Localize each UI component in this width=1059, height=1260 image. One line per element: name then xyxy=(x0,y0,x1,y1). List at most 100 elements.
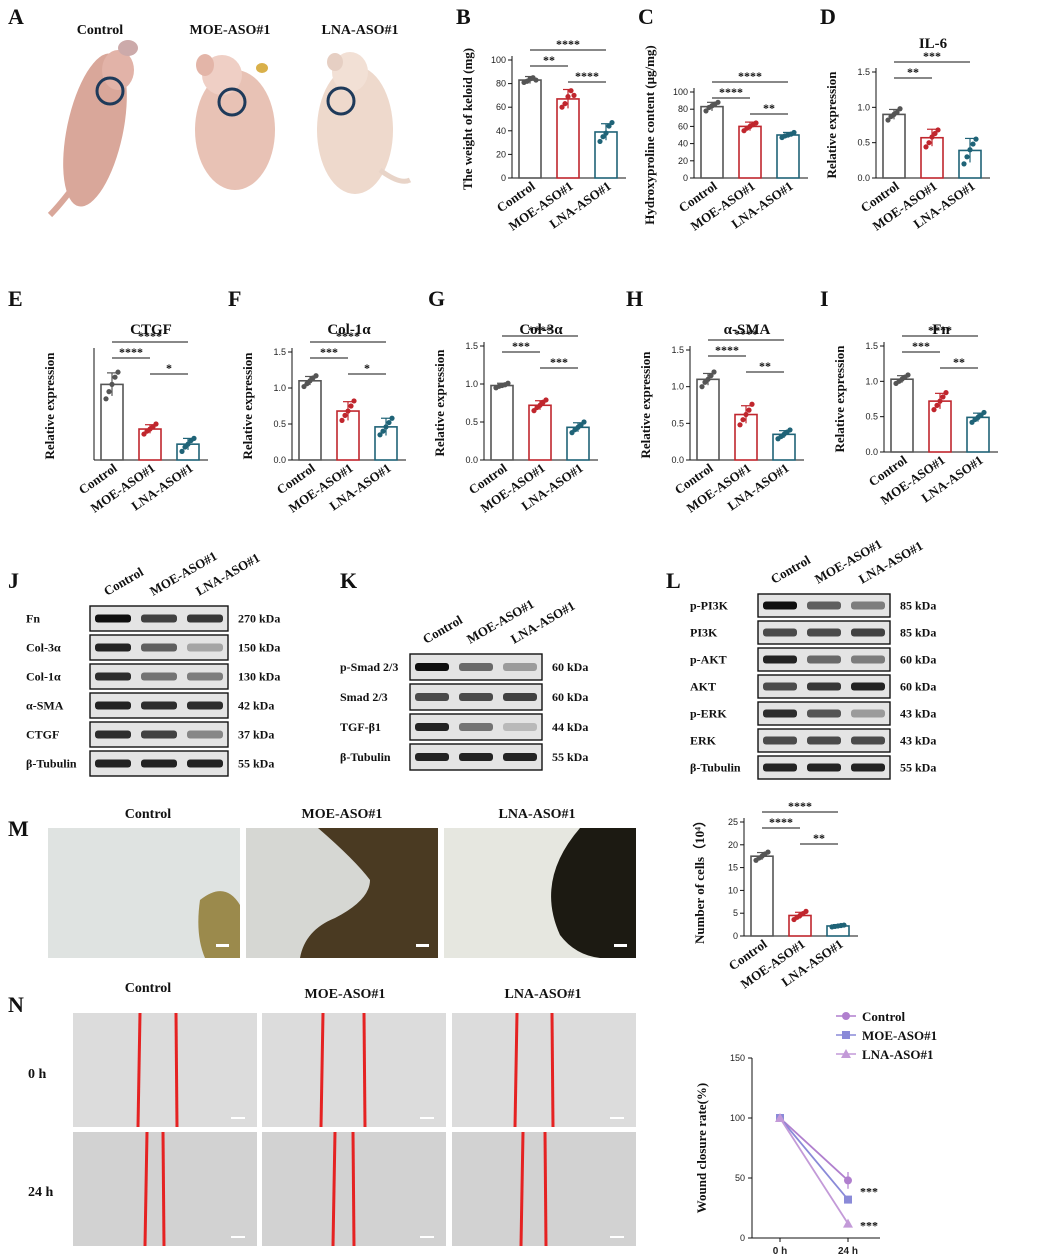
y-axis-label: Hydroxyproline content (μg/mg) xyxy=(642,45,657,225)
y-tick-label: 80 xyxy=(678,104,688,114)
blot-kda-label: 85 kDa xyxy=(900,626,936,640)
significance-label: * xyxy=(364,361,370,375)
significance-label: *** xyxy=(320,345,338,359)
blot-kda-label: 60 kDa xyxy=(900,680,936,694)
chart-title: Col-3α xyxy=(519,322,563,338)
data-point xyxy=(803,908,809,914)
significance-label: **** xyxy=(788,799,812,813)
significance-label: ** xyxy=(813,831,825,845)
blot-band xyxy=(503,723,537,731)
wound-edge-line xyxy=(543,1131,548,1247)
scale-bar xyxy=(610,1236,624,1238)
blot-band xyxy=(851,628,885,637)
panel-label-m: M xyxy=(8,816,29,841)
blot-band xyxy=(807,709,841,718)
significance-label: ** xyxy=(759,359,771,373)
bar-control xyxy=(696,378,720,461)
blot-band xyxy=(95,701,131,710)
data-point xyxy=(191,435,197,441)
data-point xyxy=(740,417,746,423)
y-tick-label: 1.5 xyxy=(465,341,478,351)
blot-kda-label: 270 kDa xyxy=(238,612,280,626)
wound-edge-line xyxy=(174,1012,179,1128)
significance-label: ** xyxy=(953,355,965,369)
series-line-1 xyxy=(779,1117,849,1201)
blot-band xyxy=(187,672,223,681)
blot-band xyxy=(415,693,449,701)
y-tick-label: 0.0 xyxy=(465,455,478,465)
data-point xyxy=(844,1195,852,1204)
data-point xyxy=(885,117,891,123)
blot-header: Control xyxy=(420,612,465,647)
bar-control xyxy=(518,79,542,179)
data-point xyxy=(929,134,935,140)
significance-label: **** xyxy=(928,323,952,337)
data-point xyxy=(543,397,549,403)
blot-band xyxy=(141,730,177,739)
scale-bar xyxy=(420,1236,434,1238)
blot-band xyxy=(851,682,885,691)
legend-label: Control xyxy=(862,1009,905,1024)
mouse-photo-control xyxy=(47,40,138,218)
blot-row-label: CTGF xyxy=(26,728,59,742)
significance-label: * xyxy=(166,361,172,375)
significance-label: *** xyxy=(912,339,930,353)
data-point xyxy=(749,401,755,407)
y-tick-label: 20 xyxy=(728,840,738,850)
data-point xyxy=(109,381,115,387)
legend-marker xyxy=(841,1049,851,1058)
panel-label-f: F xyxy=(228,286,241,311)
series-line-2 xyxy=(779,1117,849,1225)
panel-n-header-moe: MOE-ASO#1 xyxy=(305,987,386,1002)
blot-header: Control xyxy=(768,552,813,587)
y-tick-label: 1.0 xyxy=(273,383,286,393)
bar-moe-aso-1 xyxy=(528,404,552,461)
data-point xyxy=(386,419,392,426)
panel-label-e: E xyxy=(8,286,23,311)
blot-row-label: β-Tubulin xyxy=(26,757,77,771)
y-tick-label: 0 xyxy=(733,931,738,941)
blot-row-label: AKT xyxy=(690,680,716,694)
data-point xyxy=(923,144,929,150)
data-point xyxy=(606,123,612,129)
blot-band xyxy=(763,763,797,772)
y-tick-label: 0.5 xyxy=(465,417,478,427)
y-axis-label: Relative expression xyxy=(240,352,255,460)
wound-edge-line xyxy=(513,1012,519,1128)
data-point xyxy=(940,394,946,400)
panel-label-l: L xyxy=(666,568,681,593)
bar-control xyxy=(890,378,914,453)
y-tick-label: 20 xyxy=(496,149,506,159)
data-point xyxy=(562,101,568,107)
data-point xyxy=(568,88,574,94)
blot-band xyxy=(95,730,131,739)
y-tick-label: 0.0 xyxy=(273,455,286,465)
significance-label: **** xyxy=(556,37,580,51)
data-point xyxy=(389,415,395,421)
blot-band xyxy=(851,709,885,718)
blot-row-label: ERK xyxy=(690,734,717,748)
injection-site-marker xyxy=(326,86,356,116)
data-point xyxy=(609,119,615,126)
data-point xyxy=(967,147,973,153)
blot-band xyxy=(851,655,885,664)
blot-band xyxy=(141,672,177,681)
blot-band xyxy=(851,736,885,745)
panel-m-header-control: Control xyxy=(125,807,172,822)
bar-control xyxy=(298,379,322,461)
blot-band xyxy=(459,723,493,731)
data-point xyxy=(597,138,603,145)
micrograph-control xyxy=(48,828,240,958)
data-point xyxy=(932,130,938,137)
chart-title: Col-1α xyxy=(327,322,371,338)
blot-kda-label: 55 kDa xyxy=(552,750,588,764)
y-tick-label: 25 xyxy=(728,817,738,827)
y-tick-label: 40 xyxy=(496,126,506,136)
y-tick-label: 5 xyxy=(733,908,738,918)
y-axis-label: Relative expression xyxy=(832,345,847,453)
data-point xyxy=(348,403,354,409)
data-point xyxy=(313,373,319,379)
y-axis-label: Relative expression xyxy=(638,351,653,459)
